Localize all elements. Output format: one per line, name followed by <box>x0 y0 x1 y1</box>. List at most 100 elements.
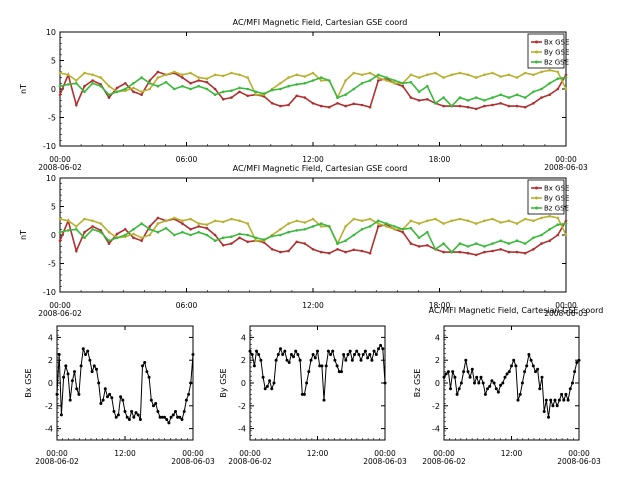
data-point <box>555 404 559 408</box>
data-point <box>73 370 76 374</box>
data-point <box>238 86 241 90</box>
data-point <box>319 250 323 254</box>
y-tick-label: -5 <box>48 114 56 123</box>
data-point <box>352 102 356 106</box>
data-point <box>254 236 258 240</box>
data-point <box>173 216 176 220</box>
chart-title: AC/MFI Magnetic Field, Cartesian GSE coo… <box>233 164 408 173</box>
data-point <box>108 392 112 396</box>
data-point <box>181 73 184 77</box>
data-point <box>458 71 462 75</box>
data-point <box>328 225 331 228</box>
data-point <box>279 87 282 91</box>
y-axis-label: Bx GSE <box>24 368 33 397</box>
x-tick-date: 2008-06-03 <box>557 457 601 466</box>
x-tick-date: 2008-06-03 <box>544 309 588 318</box>
data-point <box>352 248 356 252</box>
data-point <box>515 250 519 254</box>
data-point <box>329 353 333 356</box>
data-point <box>336 242 339 245</box>
data-point <box>313 356 317 360</box>
data-point <box>450 219 454 223</box>
data-point <box>75 79 78 82</box>
data-point <box>494 387 498 391</box>
data-point <box>355 349 359 353</box>
series-line <box>443 352 580 418</box>
data-point <box>444 372 448 376</box>
data-point <box>246 94 249 98</box>
data-point <box>359 358 363 362</box>
data-point <box>548 82 551 85</box>
data-point <box>357 353 361 356</box>
data-point <box>336 96 339 99</box>
data-point <box>230 242 233 245</box>
data-point <box>66 83 70 86</box>
data-point <box>540 375 544 379</box>
data-point <box>103 387 107 391</box>
data-point <box>164 80 168 84</box>
data-point <box>491 217 494 221</box>
data-point <box>328 79 331 82</box>
data-point <box>274 358 278 362</box>
data-point <box>450 250 454 254</box>
data-point <box>311 225 315 228</box>
data-point <box>309 358 313 362</box>
data-point <box>316 349 319 353</box>
data-point <box>368 71 372 75</box>
data-point <box>518 392 522 396</box>
data-point <box>91 82 94 85</box>
data-point <box>474 222 478 225</box>
data-point <box>426 230 429 234</box>
data-point <box>335 364 339 368</box>
y-tick-label: -10 <box>43 142 56 151</box>
data-point <box>132 232 135 236</box>
data-point <box>466 99 470 102</box>
data-point <box>173 87 176 91</box>
data-point <box>344 225 347 228</box>
x-tick-date: 2008-06-02 <box>228 457 272 466</box>
x-tick-date: 2008-06-02 <box>38 309 82 318</box>
x-tick-date: 2008-06-03 <box>544 163 588 172</box>
data-point <box>548 228 551 231</box>
data-point <box>83 236 86 240</box>
y-tick-label: 4 <box>241 333 246 342</box>
y-tick-label: 0 <box>51 231 56 240</box>
data-point <box>507 219 511 223</box>
data-point <box>311 102 315 105</box>
data-point <box>279 104 282 108</box>
data-point <box>189 71 192 75</box>
data-point <box>246 222 249 225</box>
data-point <box>279 250 282 254</box>
chart-title: AC/MFI Magnetic Field, Cartesian GSE coo… <box>429 306 604 315</box>
series-by-gse <box>248 343 387 402</box>
x-tick-label: 00:00 <box>555 301 577 310</box>
data-point <box>119 395 123 399</box>
series-by-gse <box>58 68 568 100</box>
data-point <box>352 217 356 221</box>
data-point <box>377 219 380 223</box>
data-point <box>99 83 103 86</box>
data-point <box>523 217 527 221</box>
data-point <box>319 79 323 82</box>
data-point <box>134 411 138 415</box>
data-point <box>132 86 135 90</box>
data-point <box>344 358 348 362</box>
data-point <box>344 93 347 96</box>
data-point <box>140 93 143 96</box>
data-point <box>328 251 331 255</box>
data-point <box>92 364 96 368</box>
y-tick-label: -5 <box>48 260 56 269</box>
data-point <box>483 392 487 396</box>
data-point <box>213 233 217 237</box>
data-point <box>455 392 459 396</box>
data-point <box>344 104 347 108</box>
data-point <box>197 230 200 234</box>
data-point <box>401 228 405 231</box>
series-bx-gse <box>55 347 195 425</box>
data-point <box>124 228 127 231</box>
data-point <box>458 96 462 99</box>
chart-5: AC/MFI Magnetic Field, Cartesian GSE coo… <box>413 306 603 466</box>
data-point <box>91 225 94 228</box>
data-point <box>352 71 356 75</box>
